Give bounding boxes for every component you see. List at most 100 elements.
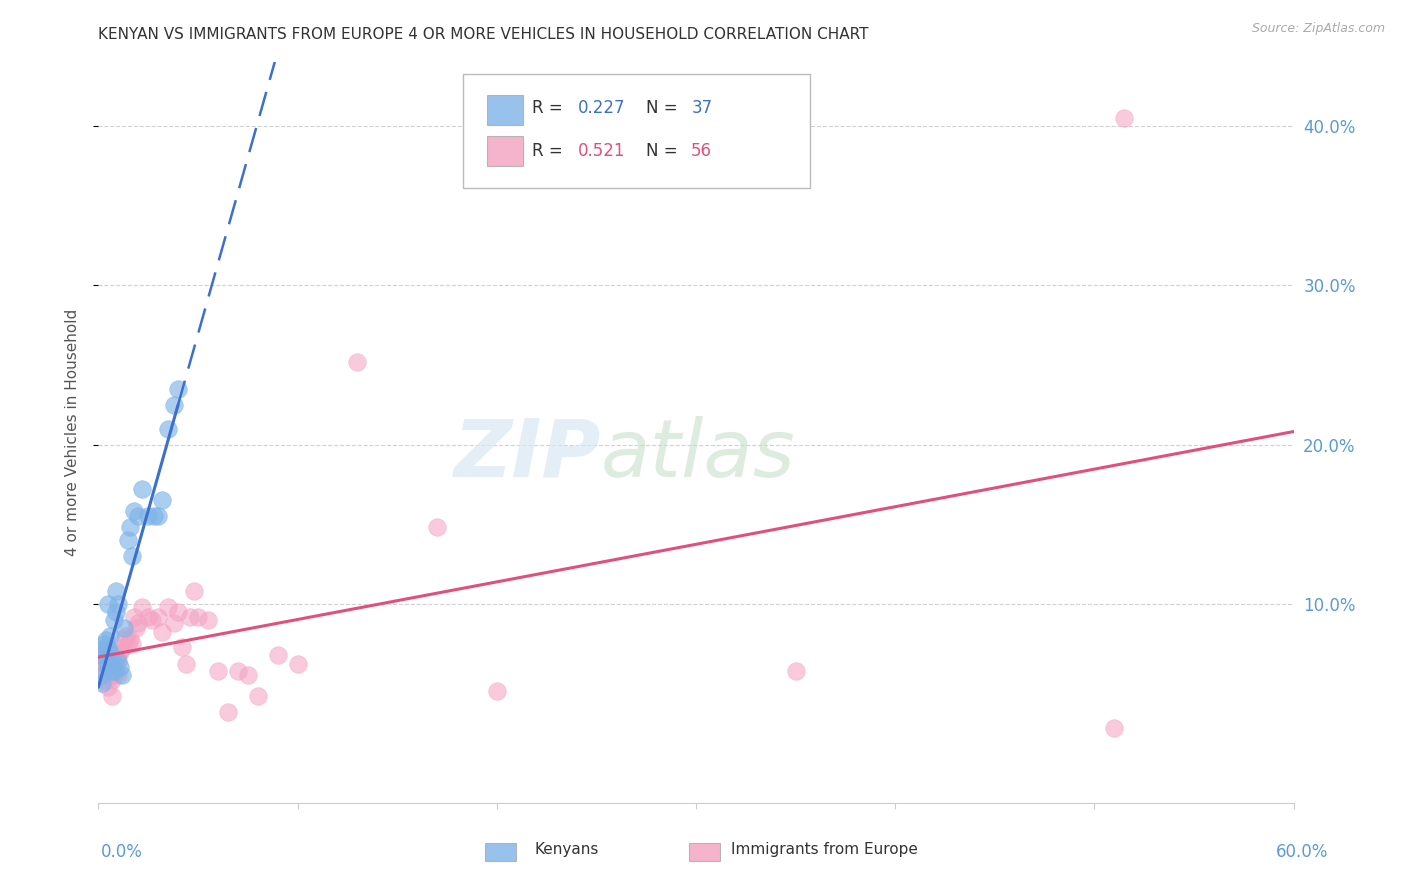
FancyBboxPatch shape bbox=[486, 95, 523, 125]
Point bbox=[174, 657, 197, 672]
Point bbox=[120, 520, 142, 534]
Point bbox=[91, 668, 114, 682]
Point bbox=[131, 599, 153, 614]
Point bbox=[121, 549, 143, 563]
FancyBboxPatch shape bbox=[486, 136, 523, 166]
Point bbox=[179, 609, 201, 624]
Text: Kenyans: Kenyans bbox=[534, 842, 599, 856]
Text: atlas: atlas bbox=[600, 416, 796, 494]
Point bbox=[183, 584, 205, 599]
Point bbox=[111, 641, 134, 656]
Text: 56: 56 bbox=[692, 143, 713, 161]
Point bbox=[93, 637, 115, 651]
Point bbox=[1114, 111, 1136, 125]
Text: 0.0%: 0.0% bbox=[101, 843, 143, 861]
Point bbox=[89, 657, 111, 672]
Point bbox=[246, 689, 269, 703]
Point bbox=[127, 509, 149, 524]
Point bbox=[91, 644, 114, 658]
Point bbox=[136, 509, 159, 524]
Point bbox=[101, 673, 124, 688]
Point bbox=[96, 657, 118, 672]
Point bbox=[150, 625, 173, 640]
Point bbox=[96, 673, 118, 688]
Point bbox=[110, 660, 132, 674]
Point bbox=[117, 637, 139, 651]
Text: N =: N = bbox=[645, 143, 683, 161]
Point bbox=[125, 621, 148, 635]
Point bbox=[101, 664, 124, 678]
Point bbox=[785, 664, 807, 678]
Point bbox=[163, 615, 186, 630]
Point bbox=[98, 644, 122, 658]
Point bbox=[167, 382, 190, 396]
Point bbox=[197, 613, 219, 627]
Point bbox=[97, 597, 120, 611]
Text: Source: ZipAtlas.com: Source: ZipAtlas.com bbox=[1251, 22, 1385, 36]
Point bbox=[226, 664, 249, 678]
Point bbox=[91, 664, 114, 678]
Point bbox=[105, 605, 128, 619]
Point bbox=[107, 668, 129, 682]
Text: R =: R = bbox=[533, 99, 568, 118]
Point bbox=[121, 637, 143, 651]
Point bbox=[267, 648, 290, 662]
Point bbox=[115, 629, 138, 643]
Point bbox=[97, 660, 120, 674]
Point bbox=[103, 664, 125, 678]
Point bbox=[98, 629, 122, 643]
Point bbox=[124, 609, 146, 624]
Point bbox=[97, 680, 120, 694]
Point bbox=[148, 509, 170, 524]
Text: N =: N = bbox=[645, 99, 683, 118]
Point bbox=[93, 641, 115, 656]
Point bbox=[167, 605, 190, 619]
Point bbox=[287, 657, 309, 672]
Point bbox=[157, 422, 180, 436]
Text: 37: 37 bbox=[692, 99, 713, 118]
Point bbox=[163, 398, 186, 412]
Point bbox=[148, 609, 170, 624]
Point bbox=[131, 482, 153, 496]
Text: ZIP: ZIP bbox=[453, 416, 600, 494]
Point bbox=[103, 613, 125, 627]
Point bbox=[346, 355, 368, 369]
Point bbox=[93, 641, 115, 656]
Point bbox=[143, 509, 166, 524]
Point bbox=[101, 652, 124, 666]
Point bbox=[485, 684, 508, 698]
Point bbox=[93, 652, 115, 666]
Point bbox=[187, 609, 209, 624]
Point bbox=[96, 652, 118, 666]
Point bbox=[1104, 721, 1126, 735]
Point bbox=[98, 656, 122, 670]
Text: Immigrants from Europe: Immigrants from Europe bbox=[731, 842, 918, 856]
Point bbox=[157, 599, 180, 614]
Point bbox=[120, 632, 142, 646]
Point bbox=[91, 648, 114, 662]
Point bbox=[91, 676, 114, 690]
Text: 0.227: 0.227 bbox=[578, 99, 626, 118]
Point bbox=[96, 633, 118, 648]
Point bbox=[98, 657, 122, 672]
Point bbox=[97, 641, 120, 656]
Point bbox=[127, 615, 149, 630]
Point bbox=[105, 665, 128, 680]
Point bbox=[107, 597, 129, 611]
Point bbox=[97, 652, 120, 666]
Point bbox=[103, 644, 125, 658]
Point bbox=[107, 654, 129, 668]
Point bbox=[105, 584, 128, 599]
Point bbox=[136, 609, 159, 624]
Point bbox=[97, 660, 120, 674]
Text: 0.521: 0.521 bbox=[578, 143, 626, 161]
Point bbox=[111, 668, 134, 682]
FancyBboxPatch shape bbox=[463, 73, 810, 188]
Point bbox=[103, 657, 125, 672]
Point bbox=[112, 632, 135, 646]
Point bbox=[426, 520, 449, 534]
Point bbox=[105, 652, 128, 666]
Point bbox=[207, 664, 229, 678]
Point bbox=[217, 705, 239, 719]
Point bbox=[101, 689, 124, 703]
